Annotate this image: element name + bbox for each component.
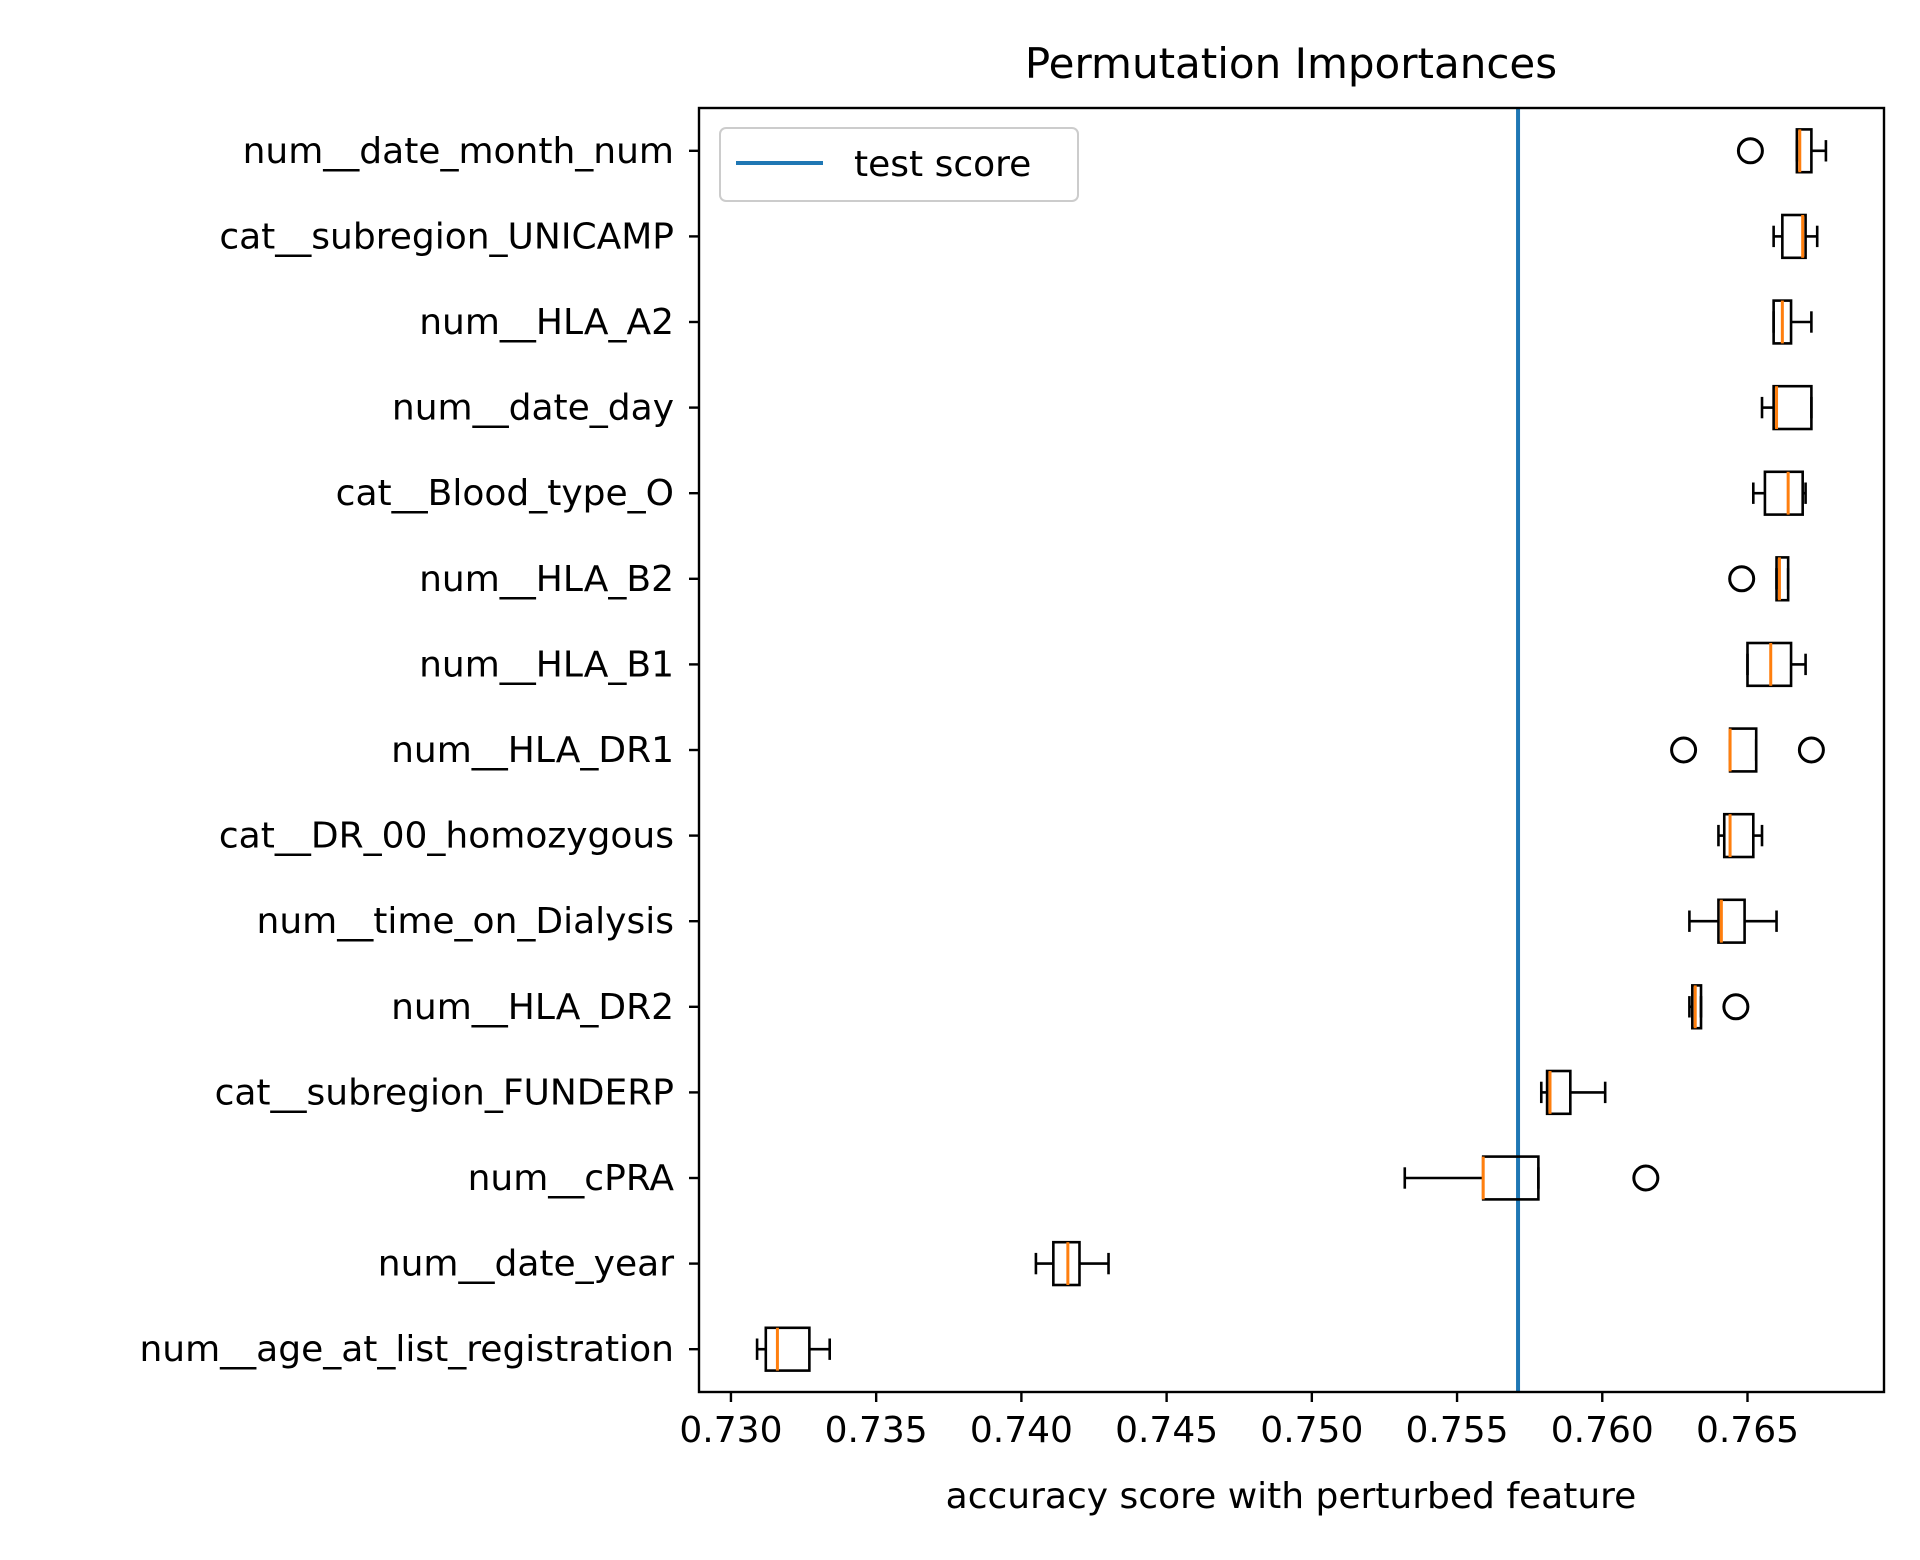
box-num__HLA_B1 — [1746, 641, 1807, 688]
legend-frame — [719, 127, 1079, 202]
axes-ticks: num__date_month_num cat__subregion_UNICAM… — [139, 106, 1886, 1451]
box-num__age_at_list_registration — [755, 1326, 831, 1372]
y-tick-label: num__HLA_B2 — [419, 559, 674, 600]
y-tick-label: num__HLA_B1 — [419, 644, 674, 685]
y-tick-label: num__time_on_Dialysis — [257, 901, 674, 942]
x-tick-label: 0.730 — [679, 1410, 782, 1451]
y-tick-label: num__age_at_list_registration — [139, 1329, 674, 1370]
box-iqr — [1545, 1069, 1572, 1116]
box-num__time_on_Dialysis — [1688, 898, 1778, 944]
y-tick-label: num__HLA_DR2 — [391, 987, 674, 1028]
chart-title: Permutation Importances — [1025, 39, 1557, 88]
y-tick-label: num__date_month_num — [243, 131, 674, 172]
outlier-point — [1722, 993, 1750, 1021]
x-tick-label: 0.750 — [1260, 1410, 1363, 1451]
x-tick-label: 0.740 — [970, 1410, 1073, 1451]
box-num__HLA_A2 — [1772, 299, 1813, 345]
box-iqr — [1763, 470, 1804, 516]
box-iqr — [1795, 128, 1813, 174]
outlier-point — [1670, 736, 1698, 764]
box-iqr — [1728, 727, 1758, 773]
box-iqr — [1775, 556, 1790, 602]
box-iqr — [1481, 1155, 1540, 1201]
box-num__HLA_DR2 — [1688, 984, 1750, 1030]
plot-area — [755, 108, 1828, 1392]
legend: test score — [719, 127, 1079, 202]
box-cat__subregion_UNICAMP — [1772, 213, 1819, 260]
outlier-point — [1736, 137, 1764, 165]
box-iqr — [1772, 384, 1813, 431]
outlier-point — [1632, 1164, 1660, 1192]
x-tick-label: 0.735 — [825, 1410, 928, 1451]
y-tick-label: cat__Blood_type_O — [336, 473, 674, 514]
box-cat__subregion_FUNDERP — [1539, 1069, 1607, 1116]
box-cat__DR_00_homozygous — [1717, 812, 1764, 859]
x-tick-label: 0.760 — [1551, 1410, 1654, 1451]
axes-frame — [697, 106, 1886, 1394]
box-num__date_day — [1760, 384, 1813, 431]
x-tick-label: 0.755 — [1406, 1410, 1509, 1451]
outlier-point — [1728, 565, 1756, 593]
y-tick-label: cat__DR_00_homozygous — [219, 816, 674, 857]
box-iqr — [1781, 213, 1807, 260]
y-tick-label: cat__subregion_FUNDERP — [215, 1072, 674, 1113]
y-tick-label: num__date_day — [392, 388, 674, 429]
box-num__HLA_DR1 — [1670, 727, 1825, 773]
box-iqr — [764, 1326, 811, 1372]
y-tick-label: num__HLA_DR1 — [391, 730, 674, 771]
legend-label-test-score: test score — [854, 144, 1031, 185]
x-tick-label: 0.745 — [1115, 1410, 1218, 1451]
y-tick-label: num__HLA_A2 — [419, 302, 674, 343]
y-tick-label: cat__subregion_UNICAMP — [219, 216, 674, 257]
box-num__date_month_num — [1736, 128, 1828, 174]
box-iqr — [1722, 812, 1755, 859]
y-tick-label: num__date_year — [378, 1244, 674, 1285]
y-tick-label: num__cPRA — [468, 1158, 675, 1199]
x-tick-label: 0.765 — [1696, 1410, 1799, 1451]
box-num__cPRA — [1403, 1155, 1660, 1201]
box-cat__Blood_type_O — [1752, 470, 1807, 516]
box-iqr — [1717, 898, 1746, 944]
box-num__HLA_B2 — [1728, 556, 1790, 602]
outlier-point — [1797, 736, 1825, 764]
box-num__date_year — [1034, 1240, 1110, 1287]
x-axis-label: accuracy score with perturbed feature — [946, 1476, 1637, 1517]
